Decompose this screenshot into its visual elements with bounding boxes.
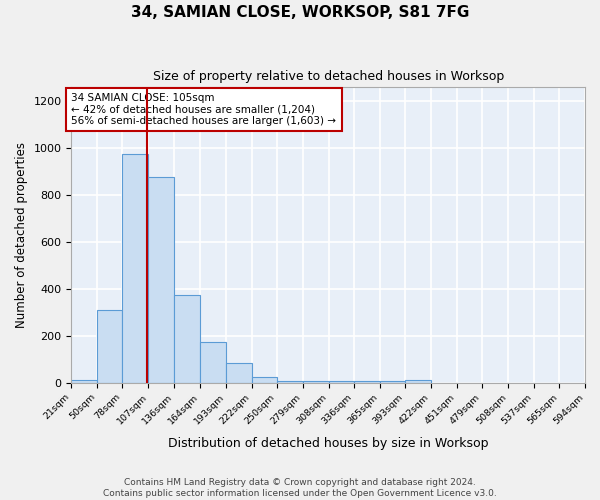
Bar <box>405 380 431 382</box>
X-axis label: Distribution of detached houses by size in Worksop: Distribution of detached houses by size … <box>168 437 488 450</box>
Text: 34, SAMIAN CLOSE, WORKSOP, S81 7FG: 34, SAMIAN CLOSE, WORKSOP, S81 7FG <box>131 5 469 20</box>
Bar <box>148 178 175 382</box>
Text: 34 SAMIAN CLOSE: 105sqm
← 42% of detached houses are smaller (1,204)
56% of semi: 34 SAMIAN CLOSE: 105sqm ← 42% of detache… <box>71 93 337 126</box>
Bar <box>200 342 226 382</box>
Title: Size of property relative to detached houses in Worksop: Size of property relative to detached ho… <box>152 70 504 83</box>
Bar <box>97 310 122 382</box>
Y-axis label: Number of detached properties: Number of detached properties <box>15 142 28 328</box>
Bar <box>175 294 200 382</box>
Bar <box>122 154 148 382</box>
Bar <box>226 363 251 382</box>
Text: Contains HM Land Registry data © Crown copyright and database right 2024.
Contai: Contains HM Land Registry data © Crown c… <box>103 478 497 498</box>
Bar <box>251 376 277 382</box>
Bar <box>71 380 97 382</box>
